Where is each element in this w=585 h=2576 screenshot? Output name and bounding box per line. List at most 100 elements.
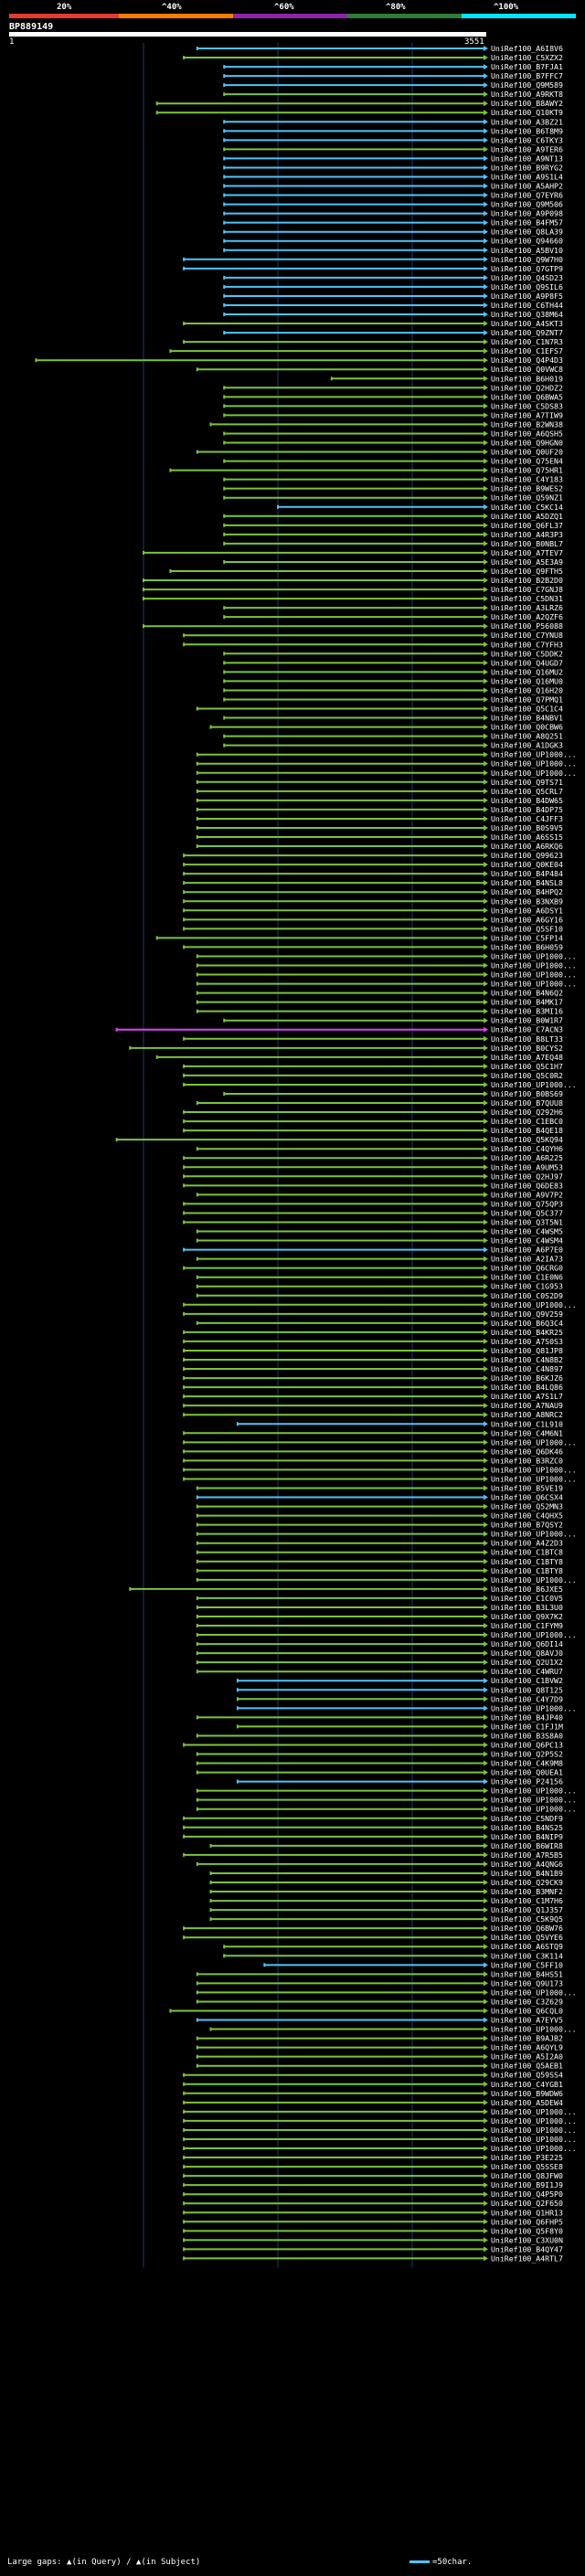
hit-label[interactable]: UniRef100_A6QSH5 bbox=[491, 429, 563, 438]
hit-row[interactable]: UniRef100_Q2P5S2 bbox=[196, 1750, 563, 1759]
hit-row[interactable]: UniRef100_B4QY47 bbox=[183, 2244, 563, 2253]
hit-row[interactable]: UniRef100_C4N8B2 bbox=[183, 1355, 563, 1364]
hit-label[interactable]: UniRef100_A2IA73 bbox=[491, 1255, 563, 1264]
hit-label[interactable]: UniRef100_Q0UEA1 bbox=[491, 1768, 563, 1777]
hit-label[interactable]: UniRef100_B0NBL7 bbox=[491, 539, 563, 548]
hit-row[interactable]: UniRef100_A7R5B5 bbox=[183, 1850, 563, 1860]
hit-label[interactable]: UniRef100_A9P8F5 bbox=[491, 292, 563, 301]
hit-label[interactable]: UniRef100_A1DGK3 bbox=[491, 741, 563, 750]
hit-label[interactable]: UniRef100_C1M7H6 bbox=[491, 1896, 563, 1905]
hit-label[interactable]: UniRef100_A6QYL9 bbox=[491, 2043, 563, 2052]
hit-label[interactable]: UniRef100_B2B2D0 bbox=[491, 576, 563, 585]
hit-label[interactable]: UniRef100_B7QSY2 bbox=[491, 1521, 563, 1530]
hit-label[interactable]: UniRef100_Q6BWA5 bbox=[491, 392, 563, 401]
hit-label[interactable]: UniRef100_C3K114 bbox=[491, 1951, 563, 1960]
hit-row[interactable]: UniRef100_A2IA73 bbox=[196, 1255, 563, 1264]
hit-row[interactable]: UniRef100_Q2F650 bbox=[183, 2199, 563, 2208]
hit-label[interactable]: UniRef100_B6WIR8 bbox=[491, 1841, 563, 1850]
hit-label[interactable]: UniRef100_C5DN31 bbox=[491, 594, 563, 603]
hit-label[interactable]: UniRef100_B4NSL8 bbox=[491, 878, 563, 887]
hit-label[interactable]: UniRef100_B9RYG2 bbox=[491, 163, 563, 172]
hit-row[interactable]: UniRef100_B6KJZ6 bbox=[183, 1373, 563, 1383]
hit-row[interactable]: UniRef100_C1C0V5 bbox=[196, 1594, 563, 1603]
hit-label[interactable]: UniRef100_B4N1B9 bbox=[491, 1869, 563, 1878]
hit-label[interactable]: UniRef100_C1N7R3 bbox=[491, 337, 563, 346]
hit-row[interactable]: UniRef100_Q94660 bbox=[223, 237, 563, 246]
hit-row[interactable]: UniRef100_C1BTC8 bbox=[196, 1548, 563, 1557]
hit-label[interactable]: UniRef100_Q9HGN0 bbox=[491, 439, 563, 448]
hit-row[interactable]: UniRef100_Q16MU2 bbox=[223, 667, 563, 676]
hit-label[interactable]: UniRef100_Q9SIL6 bbox=[491, 282, 563, 292]
hit-label[interactable]: UniRef100_B4KR25 bbox=[491, 1328, 563, 1337]
hit-label[interactable]: UniRef100_A3BZ21 bbox=[491, 117, 563, 126]
hit-label[interactable]: UniRef100_C5DDK2 bbox=[491, 649, 563, 658]
hit-row[interactable]: UniRef100_A4Z2D3 bbox=[196, 1539, 563, 1548]
hit-label[interactable]: UniRef100_B6KJZ6 bbox=[491, 1373, 563, 1383]
hit-row[interactable]: UniRef100_B4DW65 bbox=[196, 796, 563, 805]
hit-label[interactable]: UniRef100_UP1000... bbox=[491, 1805, 577, 1814]
hit-row[interactable]: UniRef100_P3E225 bbox=[183, 2153, 563, 2162]
hit-label[interactable]: UniRef100_A9NT13 bbox=[491, 154, 563, 163]
hit-row[interactable]: UniRef100_B4N6Q2 bbox=[196, 989, 563, 998]
hit-row[interactable]: UniRef100_Q2U1X2 bbox=[196, 1658, 563, 1667]
hit-label[interactable]: UniRef100_Q9X7K2 bbox=[491, 1612, 563, 1621]
hit-label[interactable]: UniRef100_Q9M506 bbox=[491, 200, 563, 209]
hit-label[interactable]: UniRef100_C0S2D9 bbox=[491, 1291, 563, 1300]
hit-row[interactable]: UniRef100_Q81JP8 bbox=[183, 1346, 563, 1355]
hit-label[interactable]: UniRef100_A9RKT8 bbox=[491, 90, 563, 99]
hit-label[interactable]: UniRef100_B4DP75 bbox=[491, 805, 563, 814]
hit-label[interactable]: UniRef100_C4N897 bbox=[491, 1364, 563, 1373]
hit-label[interactable]: UniRef100_Q16MU0 bbox=[491, 676, 563, 685]
hit-row[interactable]: UniRef100_C6TH44 bbox=[223, 301, 563, 310]
hit-label[interactable]: UniRef100_C5DS83 bbox=[491, 401, 563, 410]
hit-row[interactable]: UniRef100_Q5C377 bbox=[183, 1208, 563, 1217]
hit-label[interactable]: UniRef100_Q2U1X2 bbox=[491, 1658, 563, 1667]
hit-row[interactable]: UniRef100_B4NBV1 bbox=[223, 714, 563, 723]
hit-row[interactable]: UniRef100_B9WDW6 bbox=[183, 2089, 563, 2098]
hit-label[interactable]: UniRef100_B9WDW6 bbox=[491, 2089, 563, 2098]
hit-row[interactable]: UniRef100_A6QSH5 bbox=[223, 429, 563, 438]
hit-row[interactable]: UniRef100_A7TIW9 bbox=[223, 410, 563, 419]
hit-label[interactable]: UniRef100_Q5KQ94 bbox=[491, 1135, 563, 1144]
hit-label[interactable]: UniRef100_C1EFS7 bbox=[491, 346, 563, 355]
hit-label[interactable]: UniRef100_B4QE18 bbox=[491, 1126, 563, 1135]
hit-label[interactable]: UniRef100_A4SKT3 bbox=[491, 319, 563, 328]
hit-row[interactable]: UniRef100_B4NSL8 bbox=[183, 878, 563, 887]
hit-row[interactable]: UniRef100_Q9V259 bbox=[183, 1309, 563, 1319]
hit-row[interactable]: UniRef100_C5DS83 bbox=[223, 401, 563, 410]
hit-row[interactable]: UniRef100_Q6DK46 bbox=[183, 1447, 563, 1456]
hit-label[interactable]: UniRef100_A5BV10 bbox=[491, 246, 563, 255]
hit-row[interactable]: UniRef100_B7QSY2 bbox=[196, 1521, 563, 1530]
hit-row[interactable]: UniRef100_Q0CBW6 bbox=[209, 723, 563, 732]
hit-label[interactable]: UniRef100_B0CYS2 bbox=[491, 1044, 563, 1053]
hit-label[interactable]: UniRef100_B7QUU8 bbox=[491, 1098, 563, 1108]
hit-label[interactable]: UniRef100_Q38M64 bbox=[491, 310, 563, 319]
hit-row[interactable]: UniRef100_A9S1L4 bbox=[223, 172, 563, 181]
hit-label[interactable]: UniRef100_B3NXB9 bbox=[491, 896, 563, 906]
hit-row[interactable]: UniRef100_Q9FTH5 bbox=[169, 567, 563, 576]
hit-row[interactable]: UniRef100_B4P484 bbox=[183, 869, 563, 878]
hit-label[interactable]: UniRef100_C1BVW2 bbox=[491, 1676, 563, 1685]
hit-row[interactable]: UniRef100_UP1000... bbox=[196, 980, 577, 989]
hit-row[interactable]: UniRef100_Q6BWA5 bbox=[223, 392, 563, 401]
hit-label[interactable]: UniRef100_Q4SD23 bbox=[491, 273, 563, 282]
hit-label[interactable]: UniRef100_C3Z629 bbox=[491, 1997, 563, 2006]
hit-row[interactable]: UniRef100_C3K114 bbox=[223, 1951, 563, 1960]
hit-label[interactable]: UniRef100_Q5AEB1 bbox=[491, 2062, 563, 2071]
hit-label[interactable]: UniRef100_A6RKQ6 bbox=[491, 842, 563, 851]
hit-label[interactable]: UniRef100_C4Y7D9 bbox=[491, 1694, 563, 1703]
hit-label[interactable]: UniRef100_C4QHX5 bbox=[491, 1511, 563, 1521]
hit-row[interactable]: UniRef100_Q5F8Y0 bbox=[183, 2226, 563, 2235]
hit-row[interactable]: UniRef100_B6JXE5 bbox=[129, 1585, 563, 1594]
hit-row[interactable]: UniRef100_Q8JFW0 bbox=[183, 2171, 563, 2180]
hit-row[interactable]: UniRef100_C4YGB1 bbox=[183, 2080, 563, 2089]
hit-label[interactable]: UniRef100_C5K9Q5 bbox=[491, 1914, 563, 1924]
hit-row[interactable]: UniRef100_B4MK17 bbox=[196, 998, 563, 1007]
hit-row[interactable]: UniRef100_UP1000... bbox=[196, 951, 577, 960]
hit-label[interactable]: UniRef100_B4FM57 bbox=[491, 218, 563, 228]
hit-row[interactable]: UniRef100_B8AWY2 bbox=[155, 99, 563, 108]
hit-label[interactable]: UniRef100_UP1000... bbox=[491, 1465, 577, 1474]
hit-row[interactable]: UniRef100_C1M7H6 bbox=[209, 1896, 563, 1905]
hit-row[interactable]: UniRef100_C4Y7D9 bbox=[236, 1694, 563, 1703]
hit-label[interactable]: UniRef100_C4QYH6 bbox=[491, 1144, 563, 1153]
